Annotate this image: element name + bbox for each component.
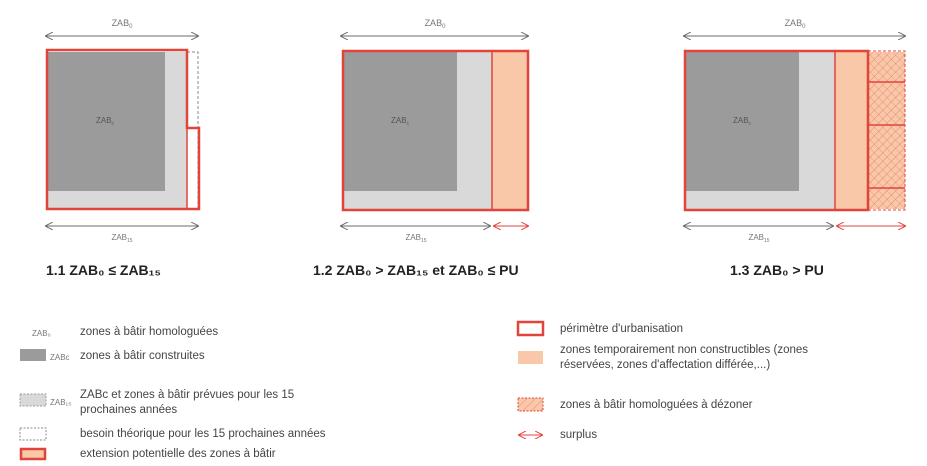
legend-perimeter-swatch (516, 320, 545, 337)
theoretical-need (186, 51, 199, 210)
legend-extension-swatch (19, 447, 47, 461)
urbanisation-perimeter (45, 48, 201, 211)
caption-2: 1.2 ZAB₀ > ZAB₁₅ et ZAB₀ ≤ PU (313, 262, 519, 278)
zabc-label: ZABc (391, 116, 410, 127)
non-constructible-zone (835, 52, 868, 209)
legend-text: surplus (560, 429, 598, 441)
top-dimension-label: ZAB0 (112, 18, 134, 30)
urbanisation-perimeter (341, 49, 530, 212)
legend-text: extension potentielle des zones à bâtir (80, 448, 276, 460)
top-dimension-label: ZAB0 (425, 18, 447, 30)
zabc-label: ZABc (733, 116, 752, 127)
zabc-label: ZABc (96, 116, 115, 127)
legend-light-grey-swatch (19, 393, 47, 407)
zabc-area (685, 52, 799, 191)
legend-hatch-swatch (517, 397, 544, 412)
legend-abbr: ZABc (50, 353, 70, 362)
legend-text-line2: réservées, zones d'affectation différée,… (560, 359, 771, 371)
legend-dashed-swatch (19, 427, 47, 441)
legend-text-line2: prochaines années (80, 404, 178, 416)
dezone-area-cross (868, 52, 905, 209)
caption-3: 1.3 ZAB₀ > PU (730, 262, 824, 278)
diagram-1-group: ZAB0 ZABc ZAB15 (45, 18, 201, 244)
diagram-2-group: ZAB0 ZABc ZAB15 (341, 18, 530, 244)
bottom-dimension-label: ZAB15 (111, 233, 132, 244)
zabc-area (47, 52, 165, 191)
zabc-area (343, 52, 457, 191)
legend-text: zones temporairement non constructibles … (560, 344, 809, 356)
urbanisation-perimeter (683, 49, 870, 212)
legend-text: zones à bâtir homologuées (80, 326, 219, 338)
caption-1: 1.1 ZAB₀ ≤ ZAB₁₅ (46, 262, 161, 278)
legend-text: périmètre d'urbanisation (560, 323, 684, 335)
legend-symbols (19, 320, 545, 461)
bottom-dimension-label: ZAB15 (405, 233, 426, 244)
legend-text: besoin théorique pour les 15 prochaines … (80, 428, 326, 440)
legend-dark-grey-swatch (20, 349, 46, 361)
legend-peach-swatch (518, 351, 543, 364)
bottom-dimension-label: ZAB15 (748, 233, 769, 244)
legend-abbr: ZAB₁₅ (50, 398, 72, 407)
legend-text: ZABc et zones à bâtir prévues pour les 1… (80, 389, 295, 401)
legend-text: zones à bâtir homologuées à dézoner (560, 399, 753, 411)
top-dimension-label: ZAB0 (785, 18, 807, 30)
legend-abbr: ZAB₀ (32, 329, 51, 338)
non-constructible-zone (492, 52, 528, 209)
diagram-3-group: ZAB0 ZABc ZAB15 (684, 18, 905, 244)
legend-text: zones à bâtir construites (80, 350, 205, 362)
